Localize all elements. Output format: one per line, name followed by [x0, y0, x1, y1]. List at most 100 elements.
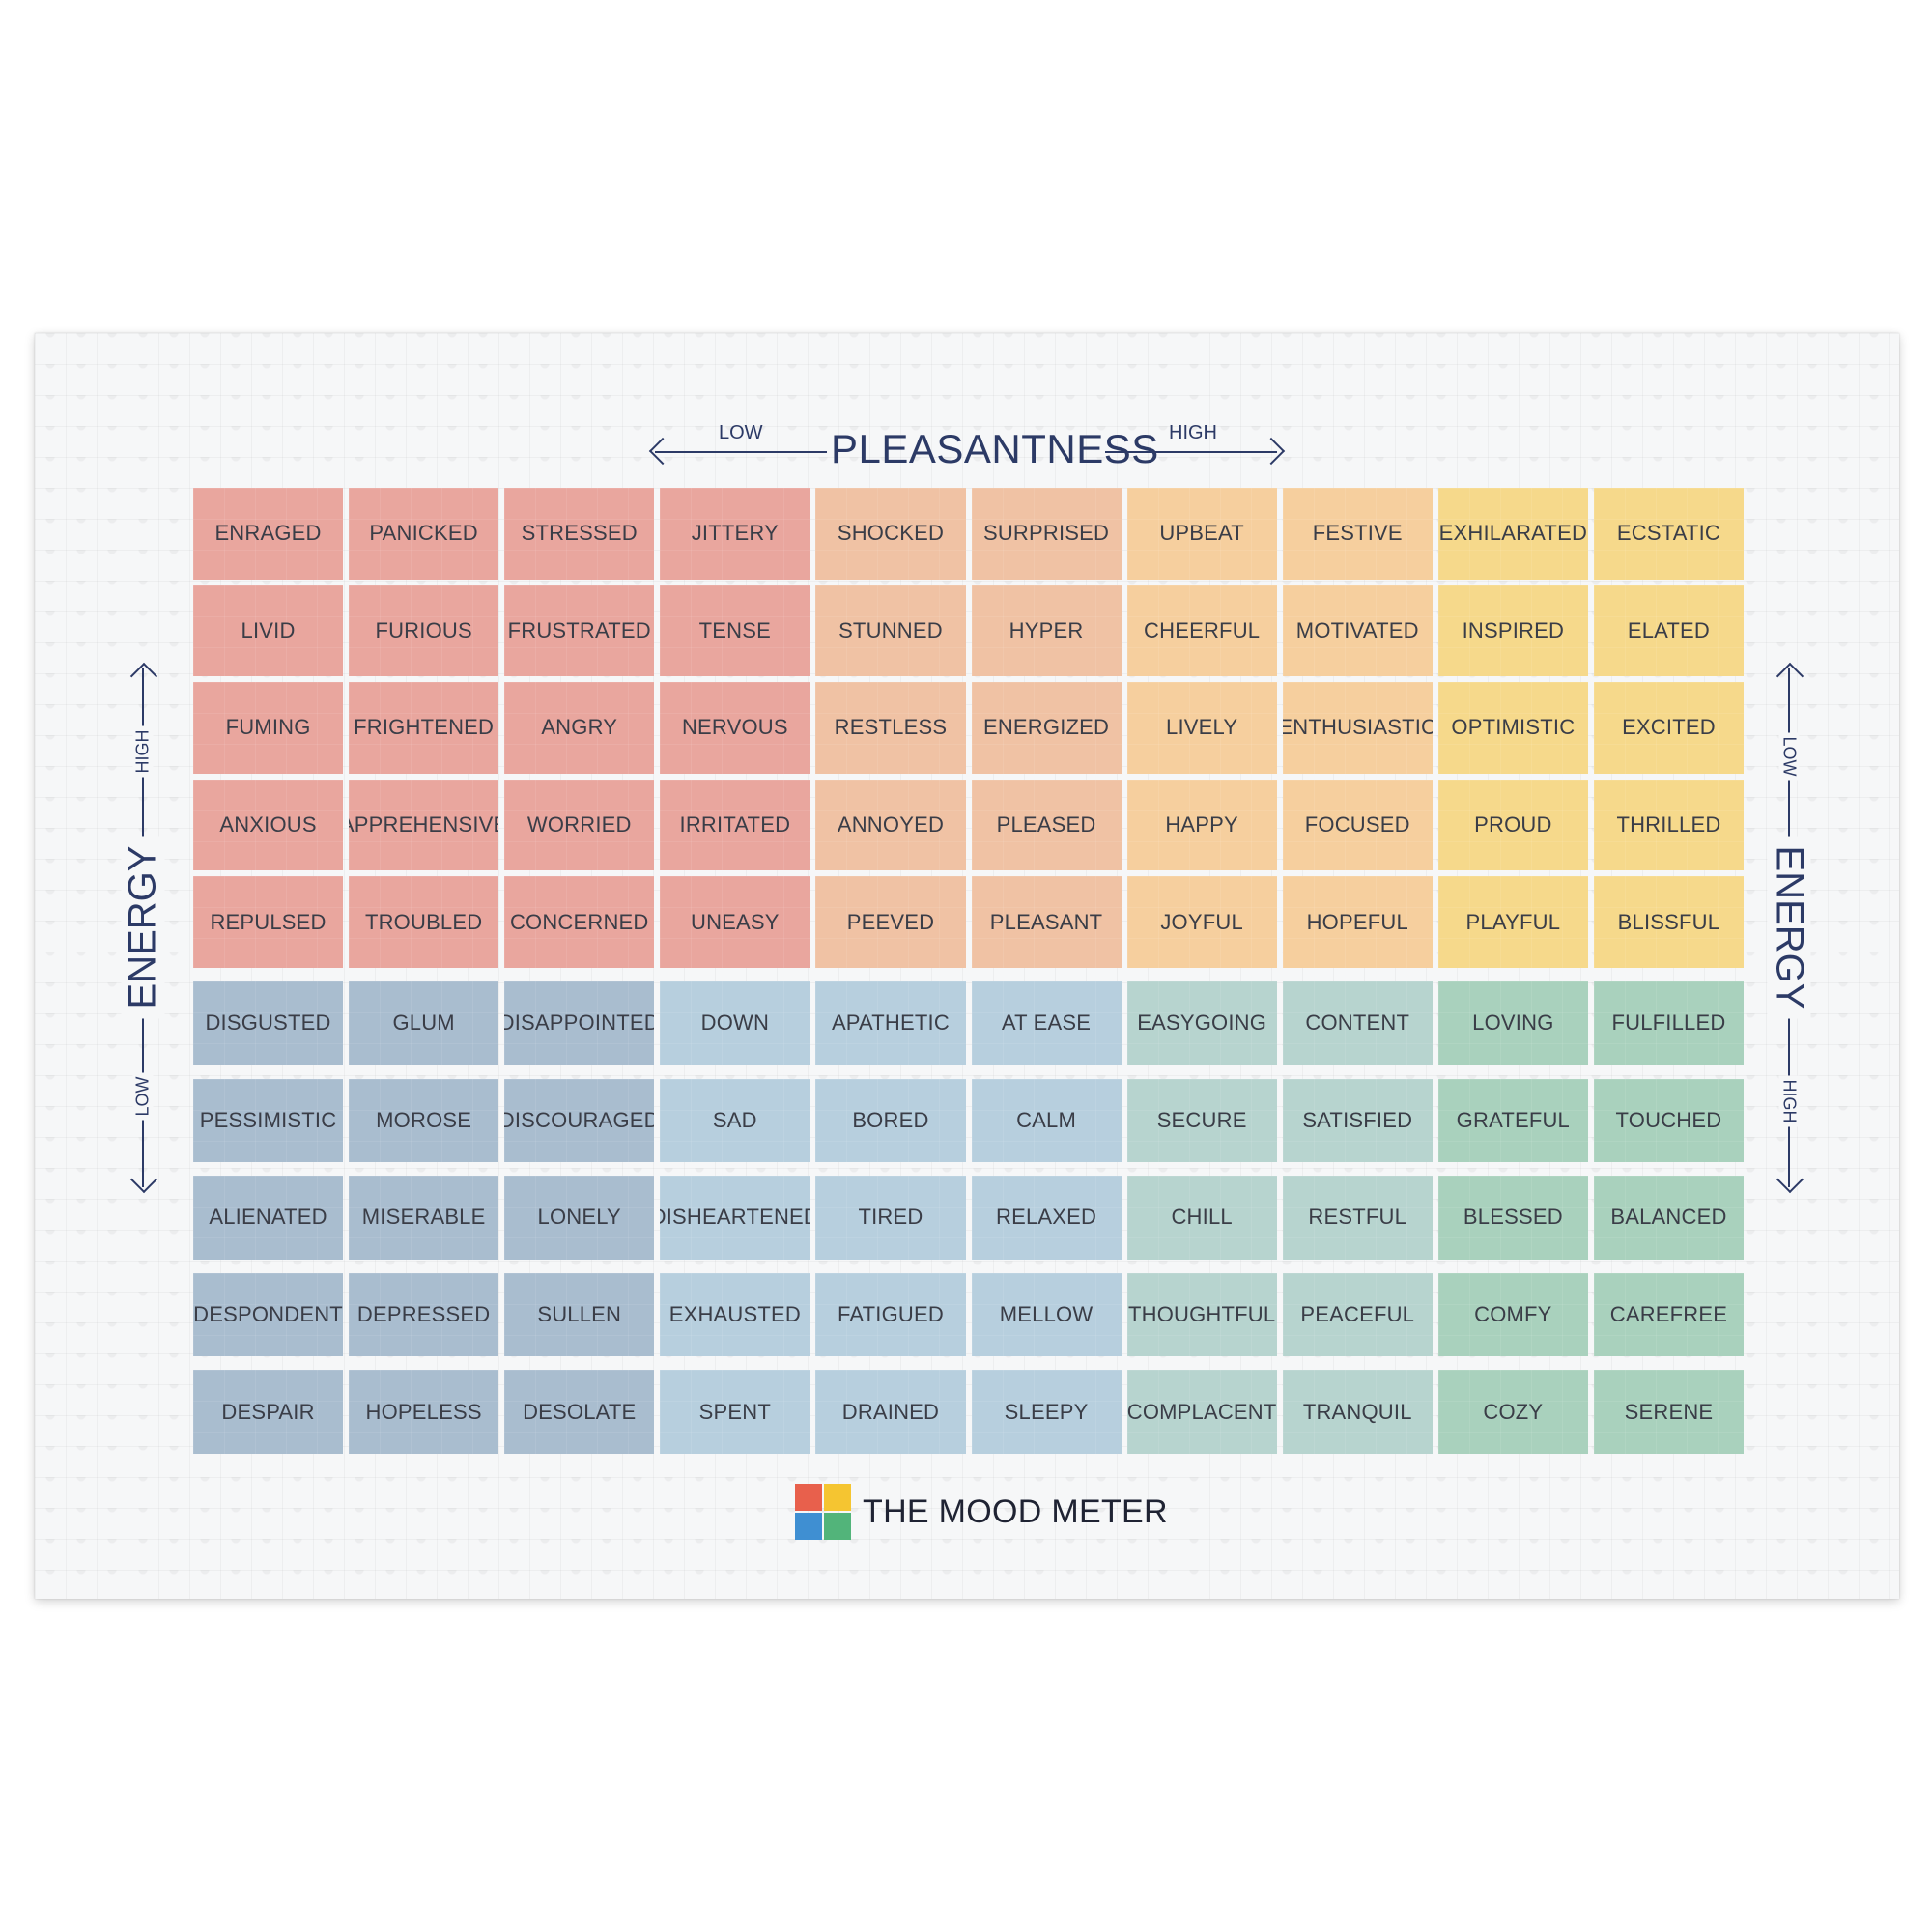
mood-cell: CONCERNED	[504, 876, 655, 968]
mood-cell: CALM	[971, 1078, 1122, 1163]
mood-cell: EASYGOING	[1126, 980, 1277, 1065]
mood-cell: PEEVED	[815, 876, 966, 968]
energy-right-high-label: HIGH	[1778, 1075, 1800, 1127]
mood-cell: EXHILARATED	[1437, 488, 1588, 580]
mood-cell: DISGUSTED	[193, 980, 344, 1065]
mood-cell: COZY	[1437, 1370, 1588, 1454]
pleasantness-high-label: HIGH	[1169, 422, 1217, 443]
mood-cell: HOPEFUL	[1282, 876, 1433, 968]
mood-cell: DOWN	[660, 980, 810, 1065]
mood-cell: DISAPPOINTED	[504, 980, 655, 1065]
mood-cell: DEPRESSED	[349, 1272, 499, 1357]
mood-cell: SPENT	[660, 1370, 810, 1454]
pleasantness-axis: LOW PLEASANTNESS HIGH	[647, 420, 1286, 478]
mood-cell: INSPIRED	[1437, 584, 1588, 677]
mood-cell: UPBEAT	[1126, 488, 1277, 580]
mood-cell: PEACEFUL	[1282, 1272, 1433, 1357]
arrow-right-icon	[1257, 437, 1286, 466]
mood-cell: TENSE	[660, 584, 810, 677]
pleasantness-title: PLEASANTNESS	[831, 426, 1159, 471]
mood-cell: MELLOW	[971, 1272, 1122, 1357]
mood-cell: SLEEPY	[971, 1370, 1122, 1454]
logo-text: THE MOOD METER	[863, 1492, 1168, 1530]
mood-cell: DISCOURAGED	[504, 1078, 655, 1163]
pleasantness-low-label: LOW	[719, 422, 763, 443]
mood-cell: BLISSFUL	[1593, 876, 1744, 968]
mood-cell: PANICKED	[349, 488, 499, 580]
arrow-up-icon	[1776, 662, 1804, 691]
mood-cell: RESTLESS	[815, 682, 966, 774]
mood-cell: REPULSED	[193, 876, 344, 968]
mood-cell: EXCITED	[1593, 682, 1744, 774]
mood-cell: GRATEFUL	[1437, 1078, 1588, 1163]
mood-cell: RELAXED	[971, 1176, 1122, 1260]
mood-cell: BLESSED	[1437, 1176, 1588, 1260]
mood-cell: PLEASANT	[971, 876, 1122, 968]
mood-cell: JOYFUL	[1126, 876, 1277, 968]
arrow-left-icon	[648, 437, 677, 466]
mood-cell: SAD	[660, 1078, 810, 1163]
mood-cell: THOUGHTFUL	[1126, 1272, 1277, 1357]
mood-cell: CONTENT	[1282, 980, 1433, 1065]
mood-cell: LIVELY	[1126, 682, 1277, 774]
mood-cell: STUNNED	[815, 584, 966, 677]
energy-right-title: ENERGY	[1767, 836, 1811, 1019]
mood-cell: FOCUSED	[1282, 779, 1433, 871]
mood-cell: JITTERY	[660, 488, 810, 580]
mood-cell: TIRED	[815, 1176, 966, 1260]
mood-cell: ELATED	[1593, 584, 1744, 677]
mood-meter-logo-icon	[795, 1484, 851, 1540]
mood-cell: ANNOYED	[815, 779, 966, 871]
mood-cell: PROUD	[1437, 779, 1588, 871]
mood-cell: DESPAIR	[193, 1370, 344, 1454]
mood-cell: SHOCKED	[815, 488, 966, 580]
mood-meter-logo: THE MOOD METER	[795, 1483, 1168, 1541]
mood-cell: SERENE	[1593, 1370, 1744, 1454]
mood-cell: FULFILLED	[1593, 980, 1744, 1065]
mood-cell: CHEERFUL	[1126, 584, 1277, 677]
mood-cell: NERVOUS	[660, 682, 810, 774]
arrow-down-icon	[129, 1165, 158, 1194]
mood-cell: DESPONDENT	[193, 1272, 344, 1357]
energy-axis-left: HIGH ENERGY LOW	[114, 662, 172, 1194]
mood-cell: DRAINED	[815, 1370, 966, 1454]
pleasantness-arrow-line-right	[1105, 451, 1277, 453]
mood-cell: PLAYFUL	[1437, 876, 1588, 968]
energy-left-title: ENERGY	[121, 836, 165, 1019]
mood-cell: TOUCHED	[1593, 1078, 1744, 1163]
mood-cell: FRUSTRATED	[504, 584, 655, 677]
mood-cell: LIVID	[193, 584, 344, 677]
mood-cell: RESTFUL	[1282, 1176, 1433, 1260]
mood-cell: ANXIOUS	[193, 779, 344, 871]
energy-left-high-label: HIGH	[132, 725, 154, 778]
logo-square-yellow	[824, 1484, 851, 1511]
logo-square-green	[824, 1513, 851, 1540]
mood-cell: DESOLATE	[504, 1370, 655, 1454]
mood-cell: BALANCED	[1593, 1176, 1744, 1260]
mood-cell: FURIOUS	[349, 584, 499, 677]
mood-cell: APATHETIC	[815, 980, 966, 1065]
mood-cell: MISERABLE	[349, 1176, 499, 1260]
mood-cell: COMPLACENT	[1126, 1370, 1277, 1454]
mood-cell: TRANQUIL	[1282, 1370, 1433, 1454]
mood-cell: WORRIED	[504, 779, 655, 871]
mood-cell: COMFY	[1437, 1272, 1588, 1357]
mood-cell: ENRAGED	[193, 488, 344, 580]
mood-cell: DISHEARTENED	[660, 1176, 810, 1260]
mood-cell: MOTIVATED	[1282, 584, 1433, 677]
mood-cell: GLUM	[349, 980, 499, 1065]
mood-cell: ALIENATED	[193, 1176, 344, 1260]
mood-cell: FESTIVE	[1282, 488, 1433, 580]
logo-square-blue	[795, 1513, 822, 1540]
mood-cell: PESSIMISTIC	[193, 1078, 344, 1163]
mood-cell: FRIGHTENED	[349, 682, 499, 774]
mood-cell: FATIGUED	[815, 1272, 966, 1357]
mood-cell: HAPPY	[1126, 779, 1277, 871]
mood-cell: AT EASE	[971, 980, 1122, 1065]
mood-cell: LONELY	[504, 1176, 655, 1260]
mood-cell: IRRITATED	[660, 779, 810, 871]
mood-cell: ANGRY	[504, 682, 655, 774]
mood-cell: BORED	[815, 1078, 966, 1163]
puzzle-board	[35, 333, 1899, 1599]
mood-cell: CAREFREE	[1593, 1272, 1744, 1357]
